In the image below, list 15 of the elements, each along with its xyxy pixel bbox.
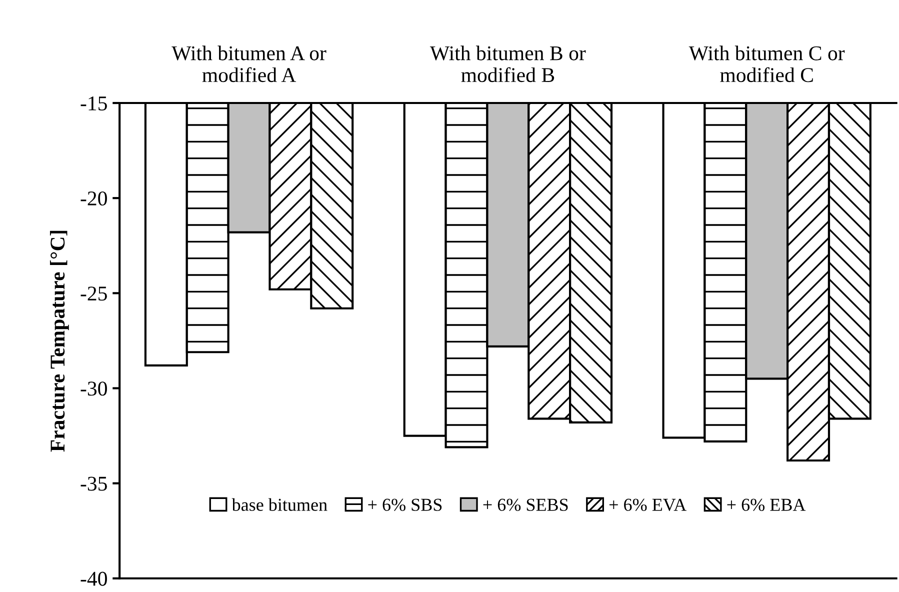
x-tick-label: With bitumen B or modified B: [430, 46, 586, 82]
y-tick-label: -35: [80, 476, 107, 491]
y-tick-label: -30: [80, 382, 107, 396]
y-tick-label: -20: [80, 191, 107, 206]
legend-label: + 6% SBS: [368, 498, 442, 511]
legend-label: + 6% EBA: [727, 498, 806, 511]
legend-label: + 6% EVA: [609, 498, 686, 512]
y-tick-label: -25: [80, 286, 107, 301]
legend-label: + 6% SEBS: [483, 498, 568, 511]
x-tick-label: With bitumen C or modified C: [688, 46, 845, 82]
y-axis-title: Fracture Tempature [°C]: [50, 230, 69, 452]
x-tick-label: With bitumen A or modified A: [172, 46, 326, 82]
y-tick-label: -15: [80, 96, 107, 110]
legend-label: base bitumen: [232, 498, 328, 511]
y-tick-label: -40: [80, 572, 107, 586]
